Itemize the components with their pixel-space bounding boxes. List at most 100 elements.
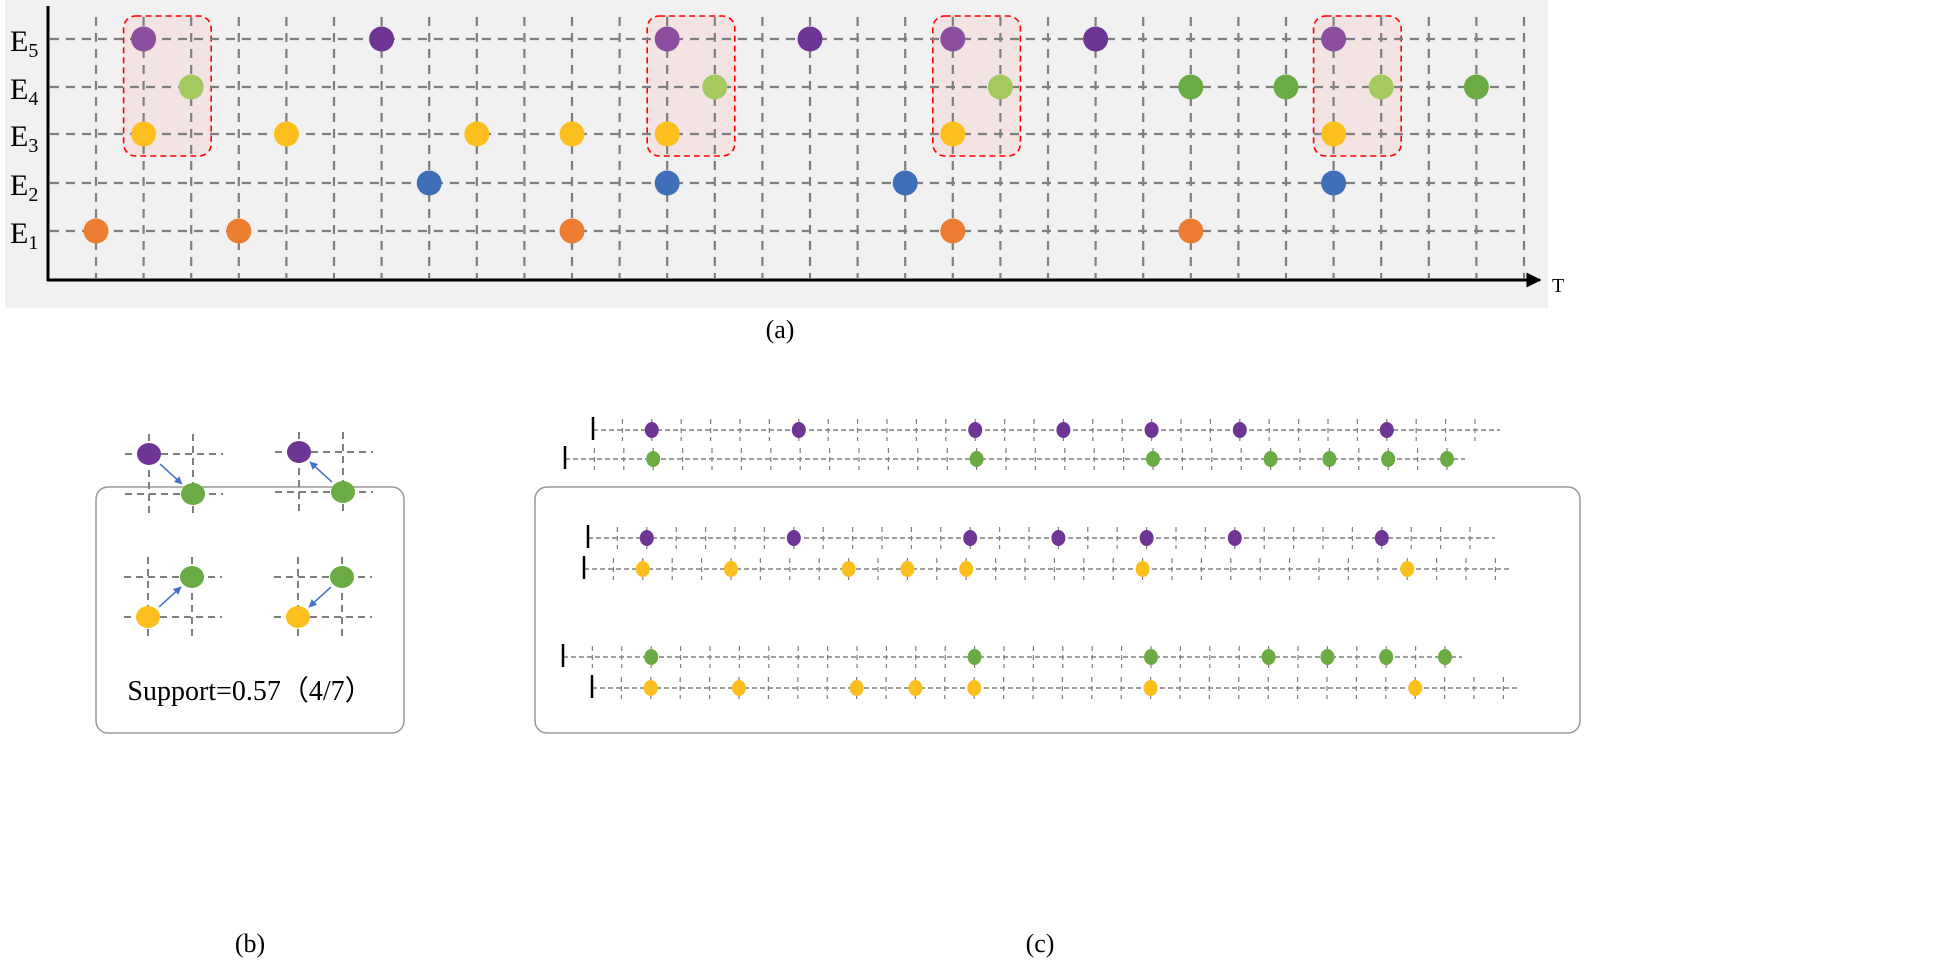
event-dot-yellow	[732, 680, 746, 696]
event-dot-green	[1178, 74, 1204, 100]
support-text: Support=0.57（4/7）	[127, 675, 372, 707]
event-dot-green	[1368, 74, 1394, 100]
event-dot-purple	[1321, 26, 1347, 52]
event-dot-orange	[83, 218, 109, 244]
event-dot-yellow	[841, 561, 856, 577]
event-label-subscript: 2	[28, 184, 38, 206]
panel-c	[561, 417, 1517, 699]
event-dot-yellow	[136, 606, 160, 628]
event-dot-purple	[968, 422, 983, 438]
direction-arrow	[308, 586, 332, 608]
event-dot-green	[1320, 649, 1335, 665]
panel-c-caption: (c)	[1026, 929, 1055, 958]
event-dot-green	[646, 451, 661, 467]
event-dot-yellow	[900, 561, 915, 577]
direction-arrow	[309, 461, 333, 483]
event-dot-purple	[1379, 422, 1394, 438]
event-dot-purple	[1056, 422, 1071, 438]
event-dot-green	[1146, 451, 1160, 467]
event-dot-purple	[1374, 530, 1389, 546]
event-dot-yellow	[559, 121, 585, 147]
event-label-subscript: 3	[28, 135, 38, 157]
event-label-subscript: 4	[28, 88, 38, 110]
event-dot-purple	[1051, 530, 1066, 546]
event-dot-green	[331, 481, 355, 503]
event-dot-yellow	[1408, 680, 1423, 696]
event-dot-green	[1261, 649, 1276, 665]
event-dot-purple	[137, 443, 161, 465]
event-dot-yellow	[273, 121, 299, 147]
event-dot-blue	[892, 170, 918, 196]
panel-b	[124, 432, 373, 639]
event-dot-yellow	[1400, 561, 1415, 577]
event-dot-green	[330, 566, 354, 588]
direction-arrow	[159, 463, 183, 485]
event-dot-yellow	[643, 680, 658, 696]
event-dot-green	[1381, 451, 1396, 467]
event-dot-purple	[963, 530, 978, 546]
event-dot-yellow	[464, 121, 490, 147]
event-dot-purple	[786, 530, 801, 546]
event-dot-green	[967, 649, 982, 665]
event-dot-orange	[940, 218, 966, 244]
event-dot-purple	[1232, 422, 1247, 438]
event-dot-purple	[1144, 422, 1159, 438]
panel-a-background	[5, 0, 1548, 308]
event-dot-green	[1263, 451, 1278, 467]
event-dot-purple	[797, 26, 823, 52]
event-dot-purple	[654, 26, 680, 52]
event-dot-green	[181, 483, 205, 505]
panel-b-caption: (b)	[235, 929, 265, 958]
panel-c-frame	[534, 486, 1581, 734]
event-dot-green	[644, 649, 659, 665]
event-dot-green	[1463, 74, 1489, 100]
event-dot-yellow	[654, 121, 680, 147]
event-dot-yellow	[1143, 680, 1158, 696]
event-dot-purple	[1227, 530, 1242, 546]
event-dot-green	[180, 566, 204, 588]
event-dot-yellow	[908, 680, 923, 696]
time-axis-label: T	[1552, 275, 1564, 297]
event-dot-green	[1322, 451, 1337, 467]
event-dot-green	[1440, 451, 1454, 467]
event-dot-purple	[940, 26, 966, 52]
event-dot-yellow	[1321, 121, 1347, 147]
event-dot-blue	[1321, 170, 1347, 196]
event-dot-yellow	[131, 121, 157, 147]
event-dot-purple	[1139, 530, 1154, 546]
event-dot-purple	[287, 441, 311, 463]
event-dot-yellow	[959, 561, 974, 577]
event-dot-yellow	[849, 680, 864, 696]
event-dot-green	[969, 451, 984, 467]
event-dot-green	[178, 74, 204, 100]
event-dot-yellow	[940, 121, 966, 147]
event-dot-green	[702, 74, 728, 100]
event-dot-orange	[226, 218, 252, 244]
event-dot-yellow	[635, 561, 650, 577]
event-dot-orange	[559, 218, 585, 244]
event-dot-yellow	[286, 606, 310, 628]
event-dot-purple	[644, 422, 659, 438]
event-label-subscript: 1	[28, 232, 38, 254]
event-dot-green	[1438, 649, 1452, 665]
event-dot-purple	[369, 26, 395, 52]
event-dot-purple	[131, 26, 157, 52]
panel-a-caption: (a)	[766, 315, 795, 344]
panel-b-frame	[95, 486, 405, 734]
event-dot-blue	[416, 170, 442, 196]
event-dot-yellow	[967, 680, 982, 696]
event-dot-orange	[1178, 218, 1204, 244]
event-dot-purple	[791, 422, 806, 438]
event-dot-purple	[639, 530, 654, 546]
event-dot-green	[1144, 649, 1158, 665]
event-label-subscript: 5	[28, 40, 38, 62]
event-dot-green	[1379, 649, 1394, 665]
event-dot-blue	[654, 170, 680, 196]
direction-arrow	[158, 586, 182, 608]
event-dot-green	[1273, 74, 1299, 100]
event-dot-yellow	[724, 561, 738, 577]
event-dot-purple	[1083, 26, 1109, 52]
event-dot-green	[987, 74, 1013, 100]
